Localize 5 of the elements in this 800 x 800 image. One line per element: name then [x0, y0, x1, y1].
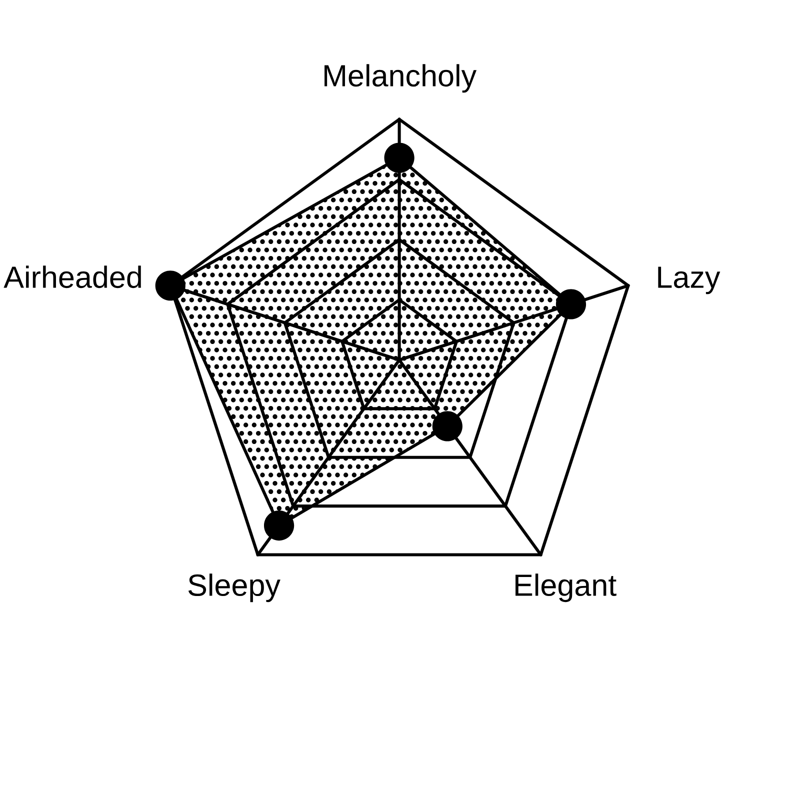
spoke-label: Sleepy: [188, 574, 280, 602]
spoke-label: Melancholy: [324, 64, 477, 93]
spoke-label: Lazy: [658, 266, 720, 294]
spoke-label: Airheaded: [4, 266, 141, 288]
spoke-label: Elegant: [516, 574, 616, 602]
